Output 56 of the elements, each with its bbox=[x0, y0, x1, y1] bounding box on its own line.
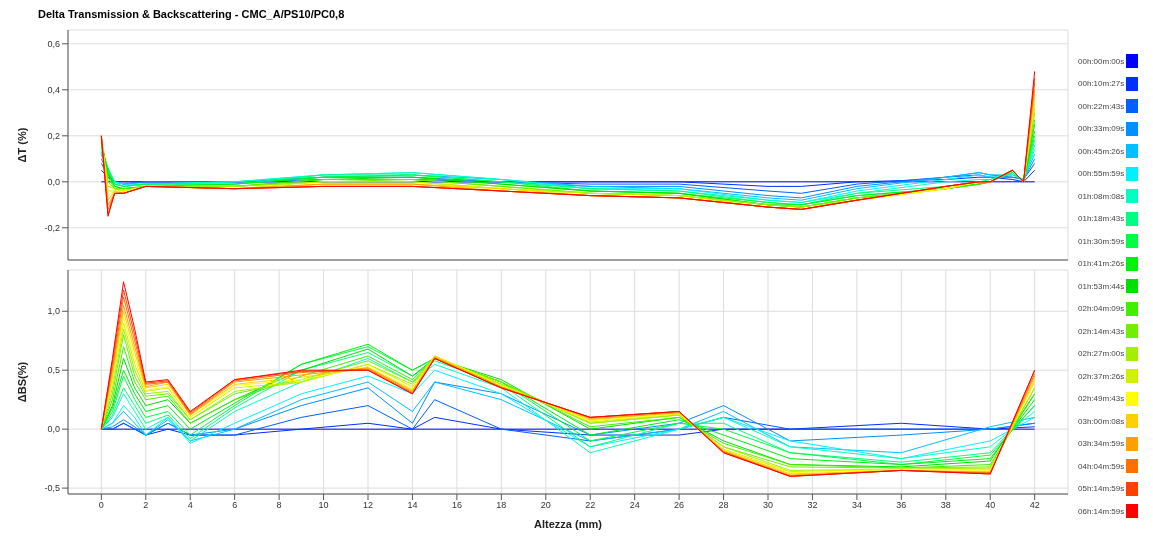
x-tick-label: 0 bbox=[98, 500, 104, 511]
y-tick-label: 0,0 bbox=[47, 424, 60, 435]
x-tick-label: 16 bbox=[451, 500, 462, 511]
legend-label: 02h:49m:43s bbox=[1078, 394, 1125, 404]
legend-label: 02h:27m:00s bbox=[1078, 349, 1125, 359]
x-tick-label: 2 bbox=[143, 500, 149, 511]
x-tick-label: 40 bbox=[985, 500, 996, 511]
legend-label: 00h:00m:00s bbox=[1078, 56, 1125, 66]
y-axis-title: ΔT (%) bbox=[15, 127, 28, 163]
y-tick-label: -0,5 bbox=[44, 483, 60, 494]
y-axis-title: ΔBS(%) bbox=[15, 361, 28, 403]
x-tick-label: 4 bbox=[187, 500, 193, 511]
y-tick-label: 0,6 bbox=[47, 38, 60, 49]
legend-label: 02h:14m:43s bbox=[1078, 326, 1125, 336]
x-tick-label: 36 bbox=[896, 500, 907, 511]
legend-label: 01h:08m:08s bbox=[1078, 191, 1125, 201]
x-tick-label: 28 bbox=[718, 500, 729, 511]
x-tick-label: 34 bbox=[851, 500, 862, 511]
x-tick-label: 14 bbox=[407, 500, 418, 511]
x-tick-label: 8 bbox=[276, 500, 282, 511]
y-tick-label: 0,2 bbox=[47, 130, 60, 141]
legend-label: 05h:14m:59s bbox=[1078, 484, 1125, 494]
legend-label: 03h:00m:08s bbox=[1078, 416, 1125, 426]
legend-label: 01h:41m:26s bbox=[1078, 259, 1125, 269]
chart-title: Delta Transmission & Backscattering - CMC_A/PS10/PC0,8 bbox=[37, 8, 346, 22]
y-tick-label: 0,0 bbox=[47, 177, 60, 187]
x-tick-label: 20 bbox=[540, 500, 551, 511]
x-tick-label: 10 bbox=[318, 500, 329, 511]
x-tick-label: 24 bbox=[629, 500, 640, 511]
y-tick-label: 0,4 bbox=[47, 85, 60, 95]
legend-label: 02h:04m:09s bbox=[1078, 304, 1125, 314]
legend-label: 06h:14m:59s bbox=[1078, 506, 1125, 516]
x-tick-label: 22 bbox=[585, 500, 596, 511]
legend-label: 00h:10m:27s bbox=[1078, 79, 1125, 89]
y-tick-label: 1,0 bbox=[47, 306, 60, 317]
legend-label: 01h:53m:44s bbox=[1078, 281, 1125, 291]
x-tick-label: 26 bbox=[674, 500, 685, 511]
x-tick-label: 42 bbox=[1029, 500, 1040, 511]
x-tick-label: 32 bbox=[807, 500, 818, 511]
legend-label: 01h:18m:43s bbox=[1078, 214, 1125, 224]
x-tick-label: 12 bbox=[362, 500, 374, 511]
legend-label: 00h:45m:26s bbox=[1078, 146, 1125, 156]
x-axis-title: Altezza (mm) bbox=[534, 518, 603, 530]
x-tick-label: 30 bbox=[762, 500, 774, 511]
legend-label: 03h:34m:59s bbox=[1078, 439, 1125, 449]
y-tick-label: -0,2 bbox=[44, 223, 60, 233]
legend-label: 00h:33m:09s bbox=[1078, 124, 1125, 134]
legend-label: 00h:22m:43s bbox=[1078, 101, 1125, 111]
legend-label: 01h:30m:59s bbox=[1078, 236, 1125, 246]
legend-label: 00h:55m:59s bbox=[1078, 169, 1125, 179]
y-tick-label: 0,5 bbox=[47, 365, 60, 376]
x-tick-label: 38 bbox=[940, 500, 951, 511]
x-tick-label: 6 bbox=[232, 500, 238, 511]
x-tick-label: 18 bbox=[496, 500, 507, 511]
legend-label: 04h:04m:59s bbox=[1078, 461, 1125, 471]
legend-label: 02h:37m:26s bbox=[1078, 371, 1125, 381]
